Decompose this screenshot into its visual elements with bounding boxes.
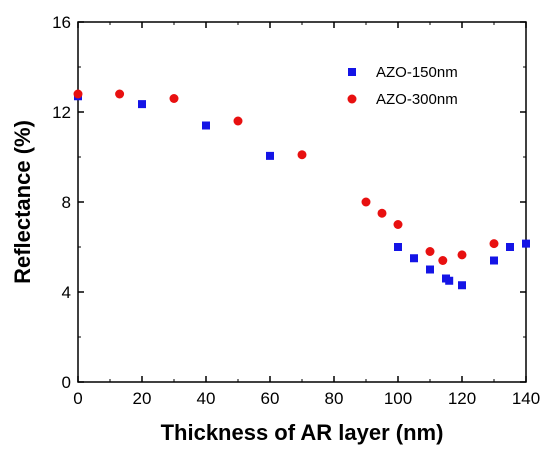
x-tick-label: 40 xyxy=(197,389,216,408)
data-point-azo-300nm xyxy=(297,150,307,160)
data-point-azo-300nm xyxy=(73,89,83,99)
data-point-azo-300nm xyxy=(377,208,387,218)
y-tick-label: 4 xyxy=(62,283,71,302)
data-point-azo-300nm xyxy=(361,197,371,207)
data-point-azo-150nm xyxy=(458,281,466,290)
x-tick-label: 120 xyxy=(448,389,476,408)
data-point-azo-300nm xyxy=(233,116,243,126)
data-point-azo-150nm xyxy=(522,239,530,248)
y-axis-ticks: 0 4 8 12 16 xyxy=(52,13,526,392)
x-axis-ticks: 0 20 40 60 80 100 120 140 xyxy=(73,22,540,408)
data-point-azo-150nm xyxy=(426,265,434,274)
data-point-azo-300nm xyxy=(489,239,499,249)
data-point-azo-150nm xyxy=(138,100,146,109)
y-tick-label: 12 xyxy=(52,103,71,122)
y-tick-label: 8 xyxy=(62,193,71,212)
x-tick-label: 0 xyxy=(73,389,82,408)
data-point-azo-150nm xyxy=(394,243,402,251)
y-tick-label: 0 xyxy=(62,373,71,392)
data-point-azo-300nm xyxy=(457,250,467,260)
x-tick-label: 60 xyxy=(261,389,280,408)
legend-label: AZO-300nm xyxy=(376,91,458,108)
data-point-azo-150nm xyxy=(445,276,454,285)
y-tick-label: 16 xyxy=(52,13,71,32)
plot-area xyxy=(77,21,527,383)
legend-marker-circle xyxy=(347,94,357,104)
y-axis-title: Reflectance (%) xyxy=(10,120,35,284)
data-point-azo-300nm xyxy=(425,247,435,256)
x-tick-label: 140 xyxy=(512,389,540,408)
data-point-azo-150nm xyxy=(410,254,418,263)
legend-label: AZO-150nm xyxy=(376,64,458,81)
x-axis-title: Thickness of AR layer (nm) xyxy=(161,420,444,445)
data-point-azo-150nm xyxy=(490,256,498,265)
x-tick-label: 20 xyxy=(133,389,152,408)
x-tick-label: 80 xyxy=(325,389,344,408)
legend-marker-square xyxy=(348,68,356,76)
data-point-azo-150nm xyxy=(266,151,274,160)
data-points xyxy=(73,89,530,290)
data-point-azo-300nm xyxy=(115,89,125,99)
data-point-azo-300nm xyxy=(393,220,403,229)
legend: AZO-150nm AZO-300nm xyxy=(347,64,458,108)
x-tick-label: 100 xyxy=(384,389,412,408)
data-point-azo-300nm xyxy=(169,94,179,103)
data-point-azo-300nm xyxy=(438,256,448,265)
data-point-azo-150nm xyxy=(506,243,514,251)
data-point-azo-150nm xyxy=(202,121,210,130)
